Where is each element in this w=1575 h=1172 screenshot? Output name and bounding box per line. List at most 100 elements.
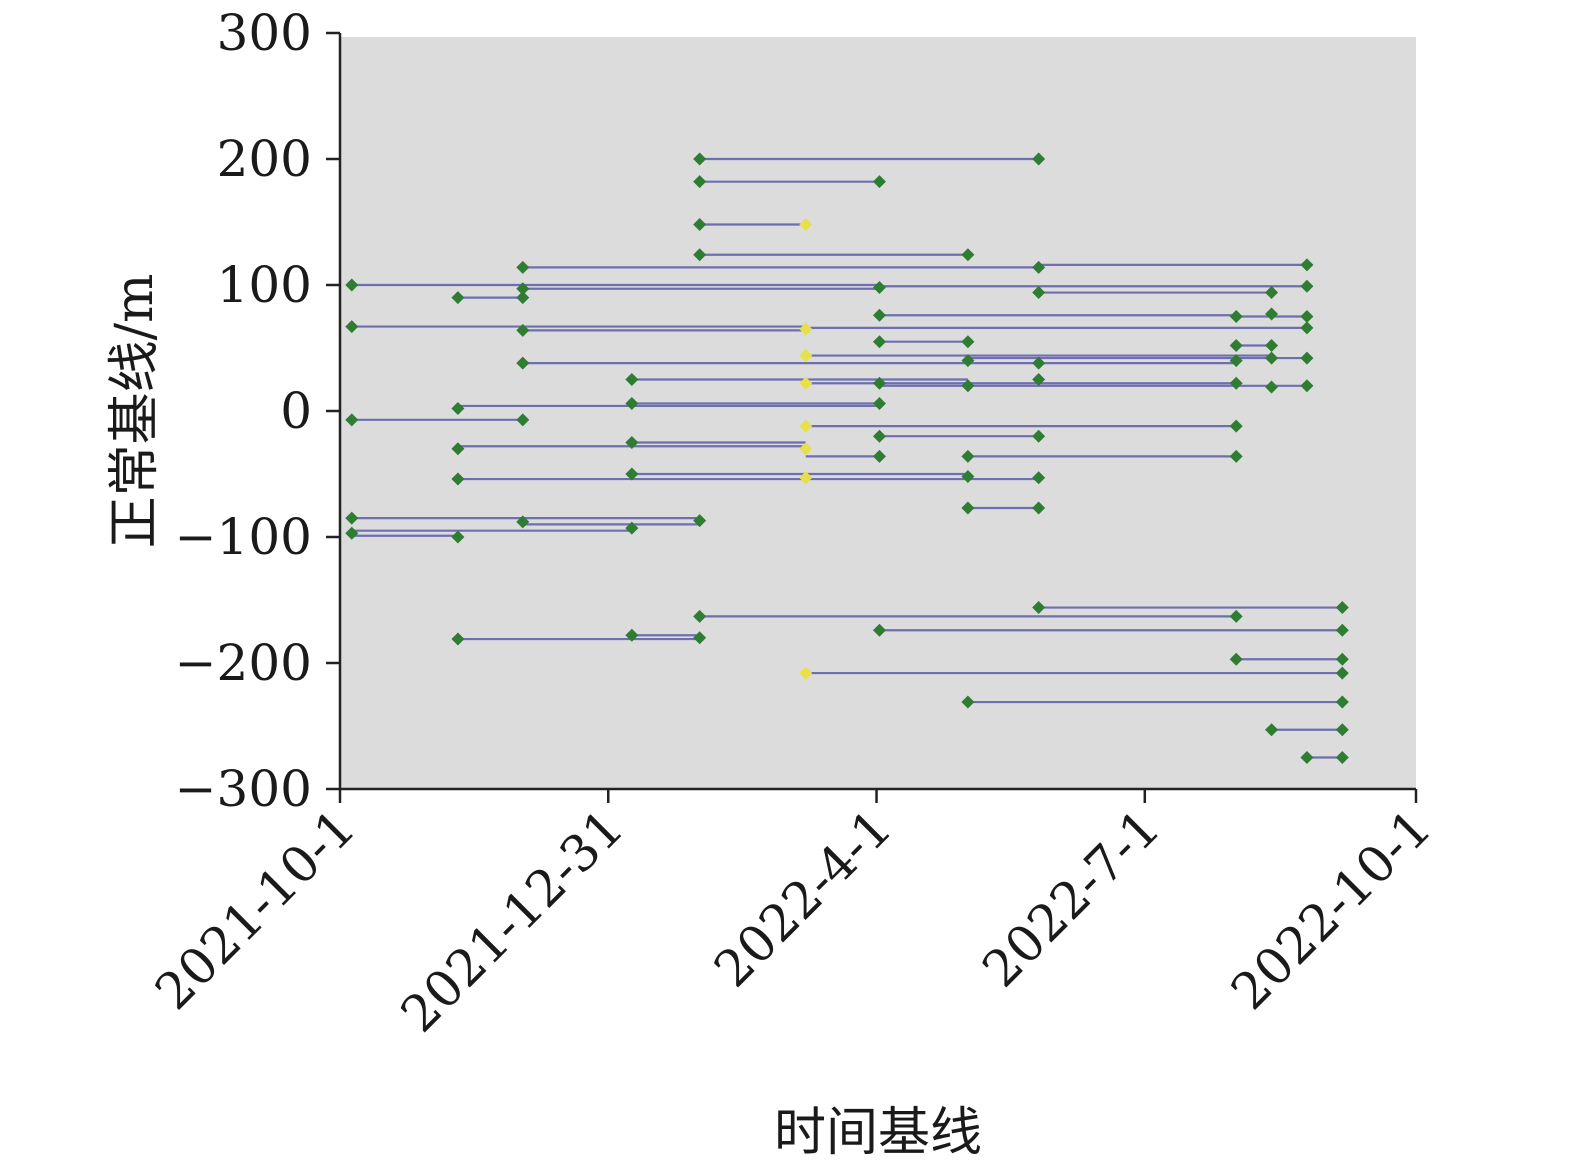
acquisition-points (345, 152, 1349, 764)
acquisition-point (872, 396, 886, 410)
x-tick-label: 2022-10-1 (1220, 798, 1442, 1020)
acquisition-point (625, 521, 639, 535)
acquisition-point (693, 609, 707, 623)
acquisition-point (451, 632, 465, 646)
acquisition-point (872, 623, 886, 637)
acquisition-point (345, 413, 359, 427)
acquisition-point (1300, 321, 1314, 335)
acquisition-point (1032, 373, 1046, 386)
x-tick-label: 2021-10-1 (144, 798, 366, 1020)
y-tick-label: 300 (217, 4, 312, 62)
acquisition-point-highlight (799, 322, 813, 336)
acquisition-point (516, 323, 530, 337)
acquisition-point (1335, 652, 1349, 666)
acquisition-point (1300, 751, 1314, 764)
acquisition-point (1032, 471, 1046, 485)
acquisition-point (693, 514, 707, 528)
x-axis-title: 时间基线 (774, 1103, 982, 1163)
acquisition-point (1265, 351, 1279, 365)
y-axis-ticks: 300 200 100 0 −100 −200 −300 (175, 4, 340, 818)
acquisition-point (1229, 376, 1243, 390)
acquisition-point (1032, 501, 1046, 515)
acquisition-point (693, 152, 707, 166)
acquisition-point (1300, 258, 1314, 272)
acquisition-point (693, 631, 707, 645)
acquisition-point (872, 335, 886, 349)
acquisition-point (1300, 351, 1314, 365)
acquisition-point (1265, 307, 1279, 321)
acquisition-point (516, 413, 530, 427)
acquisition-point (693, 175, 707, 189)
acquisition-point-highlight (799, 218, 813, 232)
y-tick-label: 100 (217, 256, 312, 314)
acquisition-point (1265, 380, 1279, 394)
acquisition-point (625, 628, 639, 642)
y-tick-label: −200 (175, 634, 312, 692)
acquisition-point (1300, 310, 1314, 323)
acquisition-point (345, 320, 359, 334)
acquisition-point (1032, 260, 1046, 274)
acquisition-point (1300, 379, 1314, 393)
acquisition-point (625, 396, 639, 410)
acquisition-point (451, 530, 465, 544)
acquisition-point (1335, 601, 1349, 615)
acquisition-point (345, 278, 359, 292)
acquisition-point (961, 470, 975, 484)
y-tick-label: −300 (175, 760, 312, 818)
acquisition-point (961, 335, 975, 349)
acquisition-point (1265, 338, 1279, 352)
acquisition-point (1335, 623, 1349, 637)
acquisition-point (516, 356, 530, 370)
acquisition-point-highlight (799, 666, 813, 680)
acquisition-point-highlight (799, 349, 813, 363)
acquisition-point (451, 442, 465, 456)
acquisition-point-highlight (799, 471, 813, 485)
acquisition-point (1229, 609, 1243, 623)
acquisition-point (872, 281, 886, 295)
acquisition-point (1229, 419, 1243, 433)
acquisition-point (1335, 751, 1349, 764)
acquisition-point (451, 401, 465, 415)
acquisition-point (516, 291, 530, 305)
acquisition-point (872, 429, 886, 443)
acquisition-point (625, 373, 639, 386)
x-tick-label: 2022-4-1 (703, 798, 903, 998)
acquisition-point (961, 695, 975, 709)
y-tick-label: 0 (280, 382, 312, 440)
y-tick-label: −100 (175, 508, 312, 566)
acquisition-point (693, 218, 707, 232)
y-tick-label: 200 (217, 130, 312, 188)
acquisition-point (1335, 695, 1349, 709)
y-axis-title: 正常基线/m (105, 274, 165, 549)
acquisition-point (625, 467, 639, 481)
acquisition-point (451, 472, 465, 486)
acquisition-point (345, 526, 359, 540)
acquisition-point (1032, 356, 1046, 370)
acquisition-point-highlight (799, 376, 813, 390)
acquisition-point (451, 291, 465, 305)
acquisition-point (961, 501, 975, 515)
acquisition-point (516, 515, 530, 529)
acquisition-point (872, 376, 886, 390)
acquisition-point (872, 175, 886, 189)
x-axis-ticks: 2021-10-1 2021-12-31 2022-4-1 2022-7-1 2022-… (144, 789, 1442, 1043)
acquisition-point (1335, 666, 1349, 680)
acquisition-point (1265, 286, 1279, 300)
acquisition-point (1032, 601, 1046, 615)
x-tick-label: 2022-7-1 (971, 798, 1171, 998)
acquisition-point (1300, 279, 1314, 293)
acquisition-point (961, 449, 975, 463)
acquisition-point (1032, 152, 1046, 166)
acquisition-point (1229, 338, 1243, 352)
acquisition-point (516, 282, 530, 296)
acquisition-point (1229, 449, 1243, 463)
acquisition-point (1032, 286, 1046, 300)
acquisition-point (1335, 723, 1349, 737)
acquisition-point (345, 511, 359, 525)
acquisition-point (1032, 429, 1046, 443)
acquisition-point (516, 260, 530, 274)
acquisition-point (961, 354, 975, 368)
acquisition-point-highlight (799, 419, 813, 433)
acquisition-point (961, 248, 975, 262)
